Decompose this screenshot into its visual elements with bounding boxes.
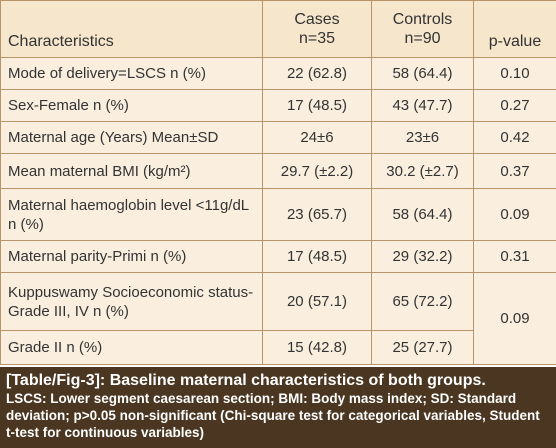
cell: 23±6 bbox=[372, 122, 474, 154]
caption-text: Baseline maternal characteristics of bot… bbox=[110, 372, 486, 389]
header-cell: p-value bbox=[474, 1, 556, 58]
cell: 23 (65.7) bbox=[263, 189, 372, 241]
cell: 17 (48.5) bbox=[263, 90, 372, 122]
header-line: n=90 bbox=[404, 30, 440, 47]
caption-title: [Table/Fig-3]: Baseline maternal charact… bbox=[6, 371, 550, 390]
row-label: Mode of delivery=LSCS n (%) bbox=[1, 58, 263, 90]
caption-note: LSCS: Lower segment caesarean section; B… bbox=[6, 390, 550, 441]
table-row: Maternal parity-Primi n (%)17 (48.5)29 (… bbox=[1, 241, 556, 273]
header-cell: Characteristics bbox=[1, 1, 263, 58]
header-row: Characteristics Cases n=35 Controls n=90 p… bbox=[1, 1, 556, 58]
cell: 22 (62.8) bbox=[263, 58, 372, 90]
cell: 25 (27.7) bbox=[372, 331, 474, 365]
header-line: Controls bbox=[393, 11, 453, 28]
table-row: Mean maternal BMI (kg/m²)29.7 (±2.2)30.2… bbox=[1, 154, 556, 189]
table-row: Grade II n (%)15 (42.8)25 (27.7) bbox=[1, 331, 556, 365]
cell: 58 (64.4) bbox=[372, 58, 474, 90]
cell: 29.7 (±2.2) bbox=[263, 154, 372, 189]
cell: 0.10 bbox=[474, 58, 556, 90]
cell: 65 (72.2) bbox=[372, 273, 474, 331]
cell: 0.27 bbox=[474, 90, 556, 122]
row-label: Maternal age (Years) Mean±SD bbox=[1, 122, 263, 154]
row-label: Mean maternal BMI (kg/m²) bbox=[1, 154, 263, 189]
cell: 24±6 bbox=[263, 122, 372, 154]
cell: 20 (57.1) bbox=[263, 273, 372, 331]
header-cell: Controls n=90 bbox=[372, 1, 474, 58]
cell: 30.2 (±2.7) bbox=[372, 154, 474, 189]
cell: 0.42 bbox=[474, 122, 556, 154]
cell: 0.09 bbox=[474, 273, 556, 365]
row-label: Maternal parity-Primi n (%) bbox=[1, 241, 263, 273]
cell: 58 (64.4) bbox=[372, 189, 474, 241]
table-row: Kuppuswamy Socioeconomic status-Grade II… bbox=[1, 273, 556, 331]
header-cell: Cases n=35 bbox=[263, 1, 372, 58]
cell: 43 (47.7) bbox=[372, 90, 474, 122]
cell: 15 (42.8) bbox=[263, 331, 372, 365]
table-body: Mode of delivery=LSCS n (%)22 (62.8)58 (… bbox=[1, 58, 556, 365]
table-row: Maternal haemoglobin level <11g/dL n (%)… bbox=[1, 189, 556, 241]
caption: [Table/Fig-3]: Baseline maternal charact… bbox=[0, 367, 556, 448]
header-line: n=35 bbox=[299, 30, 335, 47]
data-table: Characteristics Cases n=35 Controls n=90 p… bbox=[0, 0, 556, 365]
cell: 0.09 bbox=[474, 189, 556, 241]
row-label: Maternal haemoglobin level <11g/dL n (%) bbox=[1, 189, 263, 241]
row-label: Grade II n (%) bbox=[1, 331, 263, 365]
caption-label: [Table/Fig-3]: bbox=[6, 372, 105, 389]
cell: 0.31 bbox=[474, 241, 556, 273]
cell: 17 (48.5) bbox=[263, 241, 372, 273]
cell: 0.37 bbox=[474, 154, 556, 189]
table-row: Sex-Female n (%)17 (48.5)43 (47.7)0.27 bbox=[1, 90, 556, 122]
header-line: Cases bbox=[294, 11, 339, 28]
row-label: Kuppuswamy Socioeconomic status-Grade II… bbox=[1, 273, 263, 331]
table-row: Mode of delivery=LSCS n (%)22 (62.8)58 (… bbox=[1, 58, 556, 90]
row-label: Sex-Female n (%) bbox=[1, 90, 263, 122]
cell: 29 (32.2) bbox=[372, 241, 474, 273]
